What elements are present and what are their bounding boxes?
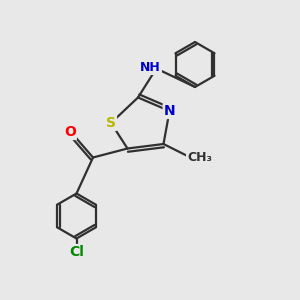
Text: N: N [164, 104, 175, 118]
Text: S: S [106, 116, 116, 130]
Text: NH: NH [140, 61, 161, 74]
Text: CH₃: CH₃ [187, 151, 212, 164]
Text: O: O [64, 125, 76, 139]
Text: Cl: Cl [69, 245, 84, 259]
